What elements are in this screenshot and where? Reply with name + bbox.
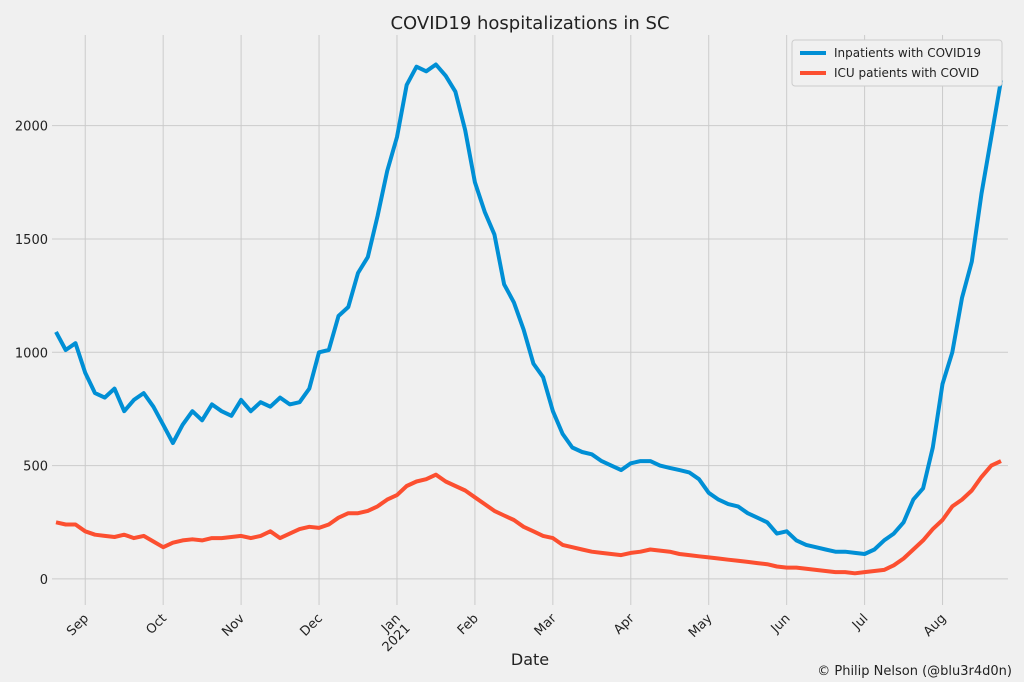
series-line bbox=[55, 459, 1002, 576]
y-tick-label: 500 bbox=[23, 460, 48, 475]
legend-label: ICU patients with COVID bbox=[834, 66, 979, 80]
y-tick-label: 1500 bbox=[15, 233, 48, 248]
series-line bbox=[54, 62, 1003, 556]
y-tick-label: 0 bbox=[40, 573, 48, 588]
y-tick-label: 1000 bbox=[15, 346, 48, 361]
legend-label: Inpatients with COVID19 bbox=[834, 46, 981, 60]
y-tick-label: 2000 bbox=[15, 120, 48, 135]
x-axis-label: Date bbox=[511, 650, 549, 669]
legend-box bbox=[791, 39, 1003, 87]
chart-title: COVID19 hospitalizations in SC bbox=[390, 13, 669, 34]
credit: © Philip Nelson (@blu3r4d0n) bbox=[817, 664, 1012, 679]
